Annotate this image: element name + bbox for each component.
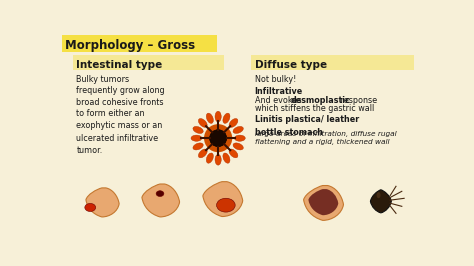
Ellipse shape: [206, 113, 213, 123]
Text: Linitis plastica/ leather
bottle stomach: Linitis plastica/ leather bottle stomach: [255, 115, 359, 136]
Ellipse shape: [204, 124, 232, 152]
PathPatch shape: [304, 185, 344, 220]
Ellipse shape: [191, 135, 202, 141]
Ellipse shape: [215, 111, 221, 122]
Text: to form either an
exophytic mass or an
ulcerated infiltrative
tumor.: to form either an exophytic mass or an u…: [76, 109, 163, 155]
Ellipse shape: [229, 149, 238, 158]
Ellipse shape: [156, 191, 164, 197]
Text: desmoplastic: desmoplastic: [290, 96, 350, 105]
Text: frequently grow along
broad cohesive fronts: frequently grow along broad cohesive fro…: [76, 86, 165, 107]
Ellipse shape: [198, 119, 207, 127]
Text: And evokes: And evokes: [255, 96, 303, 105]
Ellipse shape: [217, 198, 235, 212]
Text: Morphology – Gross: Morphology – Gross: [65, 39, 196, 52]
FancyBboxPatch shape: [73, 55, 224, 70]
Ellipse shape: [235, 135, 245, 141]
FancyBboxPatch shape: [63, 35, 218, 52]
Ellipse shape: [233, 143, 243, 150]
PathPatch shape: [142, 184, 180, 217]
Text: response: response: [338, 96, 377, 105]
Ellipse shape: [193, 126, 203, 134]
Ellipse shape: [223, 153, 230, 163]
Ellipse shape: [198, 149, 207, 158]
PathPatch shape: [86, 188, 119, 217]
PathPatch shape: [203, 182, 243, 217]
Text: Diffuse type: Diffuse type: [255, 60, 327, 70]
Ellipse shape: [229, 119, 238, 127]
Text: Intestinal type: Intestinal type: [76, 60, 163, 70]
Text: large areas of infiltration, diffuse rugal
flattening and a rigid, thickened wal: large areas of infiltration, diffuse rug…: [255, 131, 396, 145]
Ellipse shape: [206, 153, 213, 163]
Text: Infiltrative: Infiltrative: [255, 87, 303, 96]
Ellipse shape: [377, 192, 381, 198]
Ellipse shape: [85, 203, 96, 211]
Ellipse shape: [210, 130, 227, 147]
Ellipse shape: [215, 154, 221, 165]
Ellipse shape: [223, 113, 230, 123]
PathPatch shape: [309, 189, 338, 215]
Text: which stiffens the gastric wall: which stiffens the gastric wall: [255, 103, 374, 113]
FancyBboxPatch shape: [251, 55, 414, 70]
Ellipse shape: [233, 126, 243, 134]
PathPatch shape: [370, 190, 392, 213]
Text: Bulky tumors: Bulky tumors: [76, 75, 129, 84]
Text: Not bulky!: Not bulky!: [255, 75, 296, 84]
Ellipse shape: [193, 143, 203, 150]
